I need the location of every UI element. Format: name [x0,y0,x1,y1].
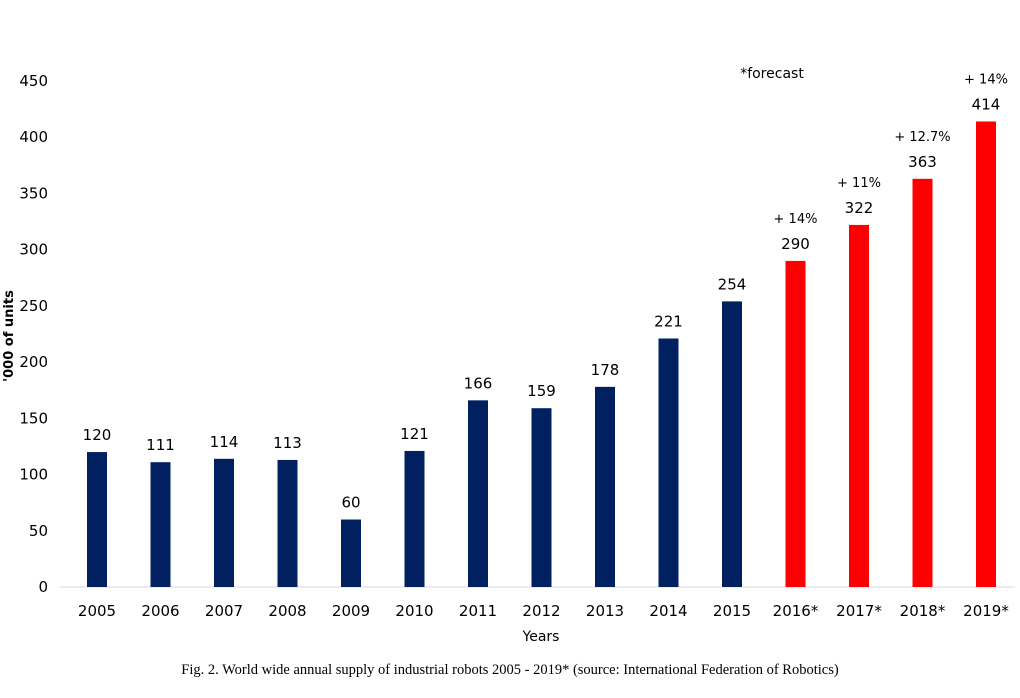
y-tick-label: 350 [19,184,48,202]
bar-2010 [404,450,425,587]
x-tick-label: 2009 [332,602,370,620]
bar-2006 [150,462,171,587]
data-label: 322 [845,199,874,217]
x-tick-label: 2015 [713,602,751,620]
x-tick-label: 2006 [141,602,179,620]
forecast-note: *forecast [740,66,804,82]
x-tick-label: 2019* [963,602,1009,620]
y-tick-label: 400 [19,128,48,146]
x-tick-label: 2016* [773,602,819,620]
data-label: 113 [273,434,302,452]
x-tick-label: 2005 [78,602,116,620]
data-label: 178 [591,361,620,379]
bars: 120 111 114 113 60 121 166 159 178 221 254 290 + 14%… [83,72,1008,587]
bar-2009 [341,519,361,587]
x-tick-label: 2008 [268,602,306,620]
y-tick-label: 200 [19,353,48,371]
y-tick-label: 100 [19,466,48,484]
bar-2005 [87,452,107,587]
data-label: 60 [341,494,360,512]
data-label: 290 [781,235,810,253]
y-tick-label: 0 [38,578,48,596]
bar-2019-forecast [976,121,996,587]
bar-2007 [214,458,234,587]
growth-label: + 14% [774,212,818,227]
x-tick-label: 2018* [900,602,946,620]
growth-label: + 14% [964,72,1008,87]
bar-2016-forecast [785,260,806,587]
bar-2012 [531,408,552,587]
y-axis-ticks: 0 50 100 150 200 250 300 350 400 450 [19,72,48,596]
y-tick-label: 300 [19,241,48,259]
data-label: 254 [718,275,747,293]
growth-label: + 11% [837,176,881,191]
x-tick-label: 2012 [522,602,560,620]
x-tick-label: 2017* [836,602,882,620]
data-label: 111 [146,436,175,454]
bar-2014 [658,338,679,587]
data-label: 221 [654,312,683,330]
figure-caption: Fig. 2. World wide annual supply of indu… [181,662,839,678]
bar-2011 [468,400,488,587]
x-axis-ticks: 2005 2006 2007 2008 2009 2010 2011 2012 2013 2014… [78,602,1009,620]
y-tick-label: 50 [29,522,48,540]
y-axis-label: '000 of units [2,290,17,382]
y-tick-label: 250 [19,297,48,315]
bar-2018-forecast [912,178,933,587]
data-label: 114 [210,433,239,451]
bar-2015 [722,301,742,587]
data-label: 121 [400,425,429,443]
data-label: 159 [527,382,556,400]
data-label: 363 [908,153,937,171]
x-tick-label: 2010 [395,602,433,620]
bar-2008 [277,459,298,587]
x-tick-label: 2013 [586,602,624,620]
data-label: 166 [464,374,493,392]
y-tick-label: 150 [19,409,48,427]
bar-2017-forecast [849,224,869,587]
y-tick-label: 450 [19,72,48,90]
x-tick-label: 2014 [649,602,687,620]
growth-label: + 12.7% [894,130,950,145]
x-tick-label: 2011 [459,602,497,620]
bar-2013 [595,386,615,587]
bar-chart: 0 50 100 150 200 250 300 350 400 450 120 111 114 113… [2,66,1015,645]
data-label: 120 [83,426,112,444]
x-axis-label: Years [522,629,560,645]
data-label: 414 [972,95,1001,113]
x-tick-label: 2007 [205,602,243,620]
